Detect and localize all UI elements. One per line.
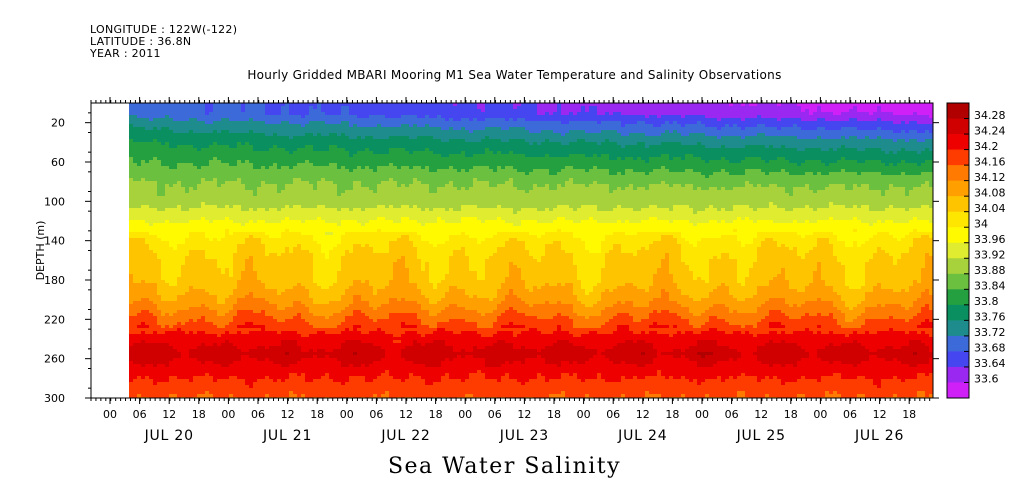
x-tick-label: 06 (133, 408, 147, 421)
variable-label: Sea Water Salinity (0, 454, 1009, 479)
colorbar-label: 34.28 (974, 109, 1006, 122)
x-tick-label: 12 (636, 408, 650, 421)
x-tick-label: 12 (873, 408, 887, 421)
colorbar-segment (947, 351, 969, 367)
x-tick-label: 18 (665, 408, 679, 421)
colorbar-segment (947, 119, 969, 135)
colorbar-segment (947, 336, 969, 352)
x-tick-label: 06 (725, 408, 739, 421)
x-tick-label: 00 (103, 408, 117, 421)
colorbar-label: 34.04 (974, 202, 1006, 215)
x-tick-label: 06 (251, 408, 265, 421)
colorbar-label: 34.2 (974, 140, 999, 153)
y-tick-label: 100 (44, 195, 65, 208)
colorbar-label: 33.72 (974, 326, 1006, 339)
colorbar-label: 34.24 (974, 124, 1006, 137)
x-day-label: JUL 20 (144, 428, 194, 444)
x-tick-label: 12 (162, 408, 176, 421)
x-tick-label: 18 (429, 408, 443, 421)
colorbar-segment (947, 181, 969, 197)
x-day-label: JUL 22 (380, 428, 430, 444)
x-day-label: JUL 25 (736, 428, 786, 444)
colorbar-segment (947, 212, 969, 228)
colorbar-label: 34.12 (974, 171, 1006, 184)
colorbar-segment (947, 305, 969, 321)
colorbar-segment (947, 258, 969, 274)
colorbar-label: 33.6 (974, 373, 999, 386)
salinity-field (129, 103, 934, 401)
colorbar-label: 33.76 (974, 311, 1006, 324)
x-tick-label: 12 (754, 408, 768, 421)
colorbar-segment (947, 103, 969, 119)
colorbar-segment (947, 134, 969, 150)
x-day-label: JUL 24 (617, 428, 667, 444)
colorbar-label: 33.68 (974, 342, 1006, 355)
colorbar-segment (947, 289, 969, 305)
x-tick-label: 18 (902, 408, 916, 421)
colorbar-segment (947, 227, 969, 243)
colorbar-segment (947, 150, 969, 166)
colorbar-segment (947, 274, 969, 290)
y-tick-label: 220 (44, 313, 65, 326)
x-tick-label: 00 (695, 408, 709, 421)
x-tick-label: 12 (281, 408, 295, 421)
colorbar-label: 33.88 (974, 264, 1006, 277)
x-tick-label: 18 (192, 408, 206, 421)
colorbar-label: 34.08 (974, 186, 1006, 199)
x-tick-label: 18 (784, 408, 798, 421)
x-tick-label: 18 (310, 408, 324, 421)
x-tick-label: 06 (606, 408, 620, 421)
colorbar-label: 33.92 (974, 249, 1006, 262)
colorbar-label: 33.8 (974, 295, 999, 308)
colorbar-segment (947, 320, 969, 336)
x-tick-label: 00 (458, 408, 472, 421)
colorbar: 34.28 34.24 34.2 34.16 34.12 34.08 34.04 34 33.9… (947, 103, 1006, 399)
x-day-label: JUL 21 (262, 428, 312, 444)
x-tick-label: 00 (813, 408, 827, 421)
x-tick-label: 00 (340, 408, 354, 421)
colorbar-label: 33.84 (974, 280, 1006, 293)
y-tick-label: 300 (44, 392, 65, 405)
colorbar-label: 34.16 (974, 155, 1006, 168)
x-tick-label: 00 (221, 408, 235, 421)
plot-area (91, 103, 934, 401)
x-day-label: JUL 23 (499, 428, 549, 444)
colorbar-label: 34 (974, 217, 988, 230)
x-tick-label: 12 (517, 408, 531, 421)
y-axis-label: DEPTH (m) (34, 221, 47, 281)
colorbar-segment (947, 165, 969, 181)
colorbar-label: 33.64 (974, 357, 1006, 370)
x-tick-label: 18 (547, 408, 561, 421)
y-tick-label: 140 (44, 235, 65, 248)
colorbar-segment (947, 196, 969, 212)
x-tick-label: 06 (369, 408, 383, 421)
colorbar-label: 33.96 (974, 233, 1006, 246)
x-tick-label: 06 (843, 408, 857, 421)
colorbar-segment (947, 243, 969, 259)
x-tick-label: 06 (488, 408, 502, 421)
colorbar-segment (947, 382, 969, 398)
y-tick-label: 60 (51, 156, 65, 169)
y-tick-label: 260 (44, 353, 65, 366)
x-tick-label: 00 (577, 408, 591, 421)
colorbar-segment (947, 367, 969, 383)
x-day-label: JUL 26 (854, 428, 904, 444)
y-tick-label: 180 (44, 274, 65, 287)
y-tick-label: 20 (51, 117, 65, 130)
x-tick-label: 12 (399, 408, 413, 421)
